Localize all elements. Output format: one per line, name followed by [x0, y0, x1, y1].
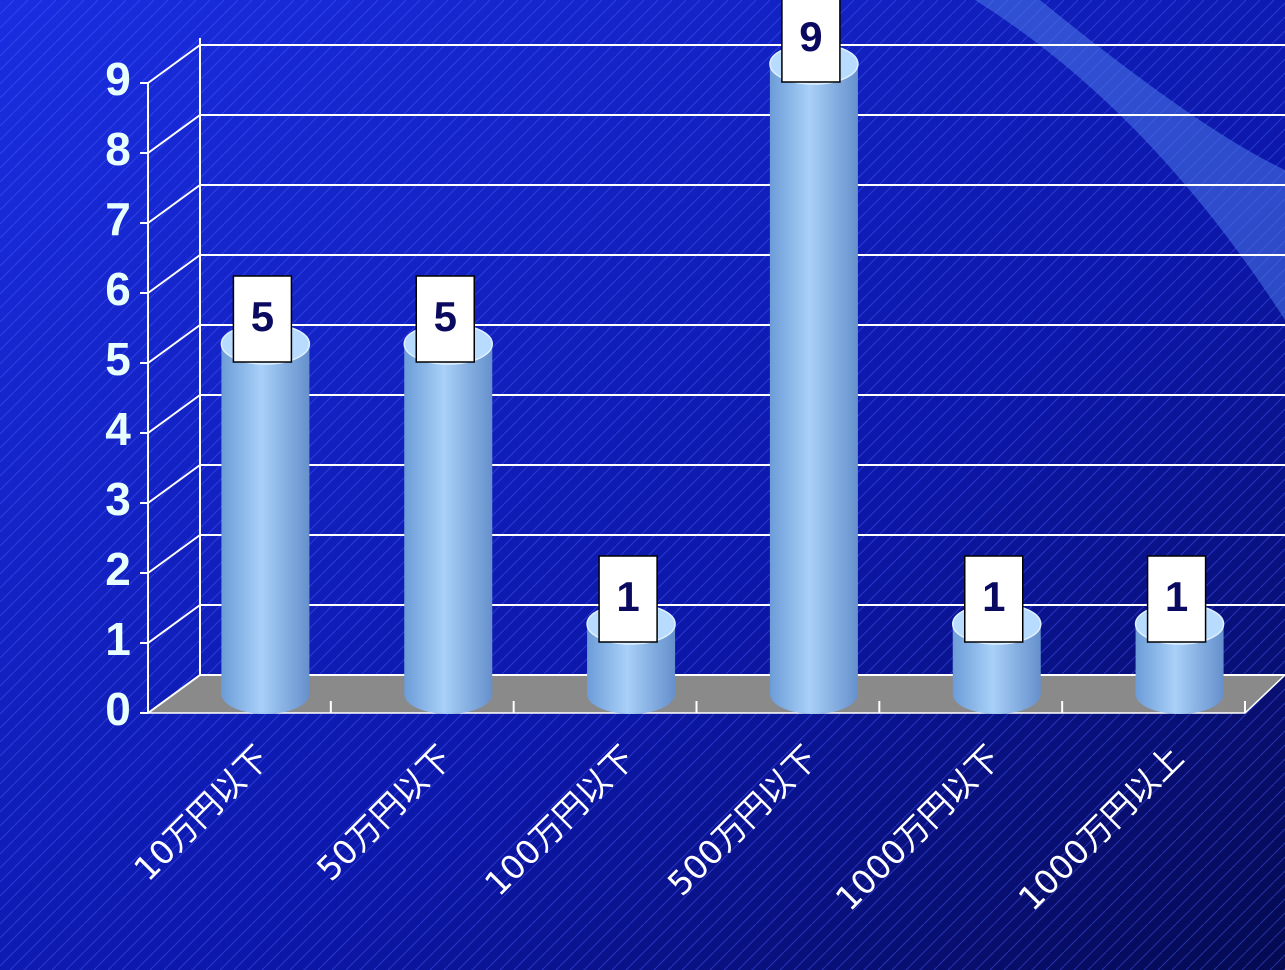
y-tick-label: 5: [105, 333, 131, 385]
y-tick-label: 0: [105, 683, 131, 735]
side-grid-line: [147, 394, 201, 434]
side-grid-line: [147, 254, 201, 294]
decorative-swoosh: [975, 0, 1285, 320]
side-grid-line: [147, 324, 201, 364]
y-tick-label: 8: [105, 123, 131, 175]
value-label-box: [415, 275, 475, 363]
value-label: 9: [799, 13, 822, 60]
value-label: 5: [251, 293, 274, 340]
value-label: 1: [982, 573, 1005, 620]
bar-bottom: [221, 674, 310, 714]
bar: [221, 344, 310, 694]
side-grid-line: [147, 674, 201, 714]
bar-bottom: [404, 674, 493, 714]
bar-bottom: [1135, 674, 1224, 714]
y-tick-label: 2: [105, 543, 131, 595]
value-label-box: [964, 555, 1024, 643]
side-grid-line: [147, 604, 201, 644]
bar: [769, 64, 858, 694]
side-grid-line: [147, 44, 201, 84]
y-tick-label: 4: [105, 403, 131, 455]
value-label-box: [598, 555, 658, 643]
value-label: 5: [434, 293, 457, 340]
side-grid-line: [147, 464, 201, 504]
bar: [404, 344, 493, 694]
value-label-box: [1146, 555, 1207, 643]
y-tick-label: 6: [105, 263, 131, 315]
bar-bottom: [952, 674, 1041, 714]
bar-bottom: [769, 674, 858, 714]
side-grid-line: [147, 534, 201, 574]
y-tick-label: 1: [105, 613, 131, 665]
y-tick-label: 3: [105, 473, 131, 525]
side-grid-line: [147, 184, 201, 224]
y-tick-label: 7: [105, 193, 131, 245]
bar-bottom: [587, 674, 676, 714]
side-grid-line: [147, 114, 201, 154]
floor: [145, 674, 1285, 714]
y-tick-label: 9: [105, 53, 131, 105]
value-label: 1: [1165, 573, 1188, 620]
value-label: 1: [616, 573, 639, 620]
value-label-box: [781, 0, 841, 83]
value-label-box: [232, 275, 293, 363]
